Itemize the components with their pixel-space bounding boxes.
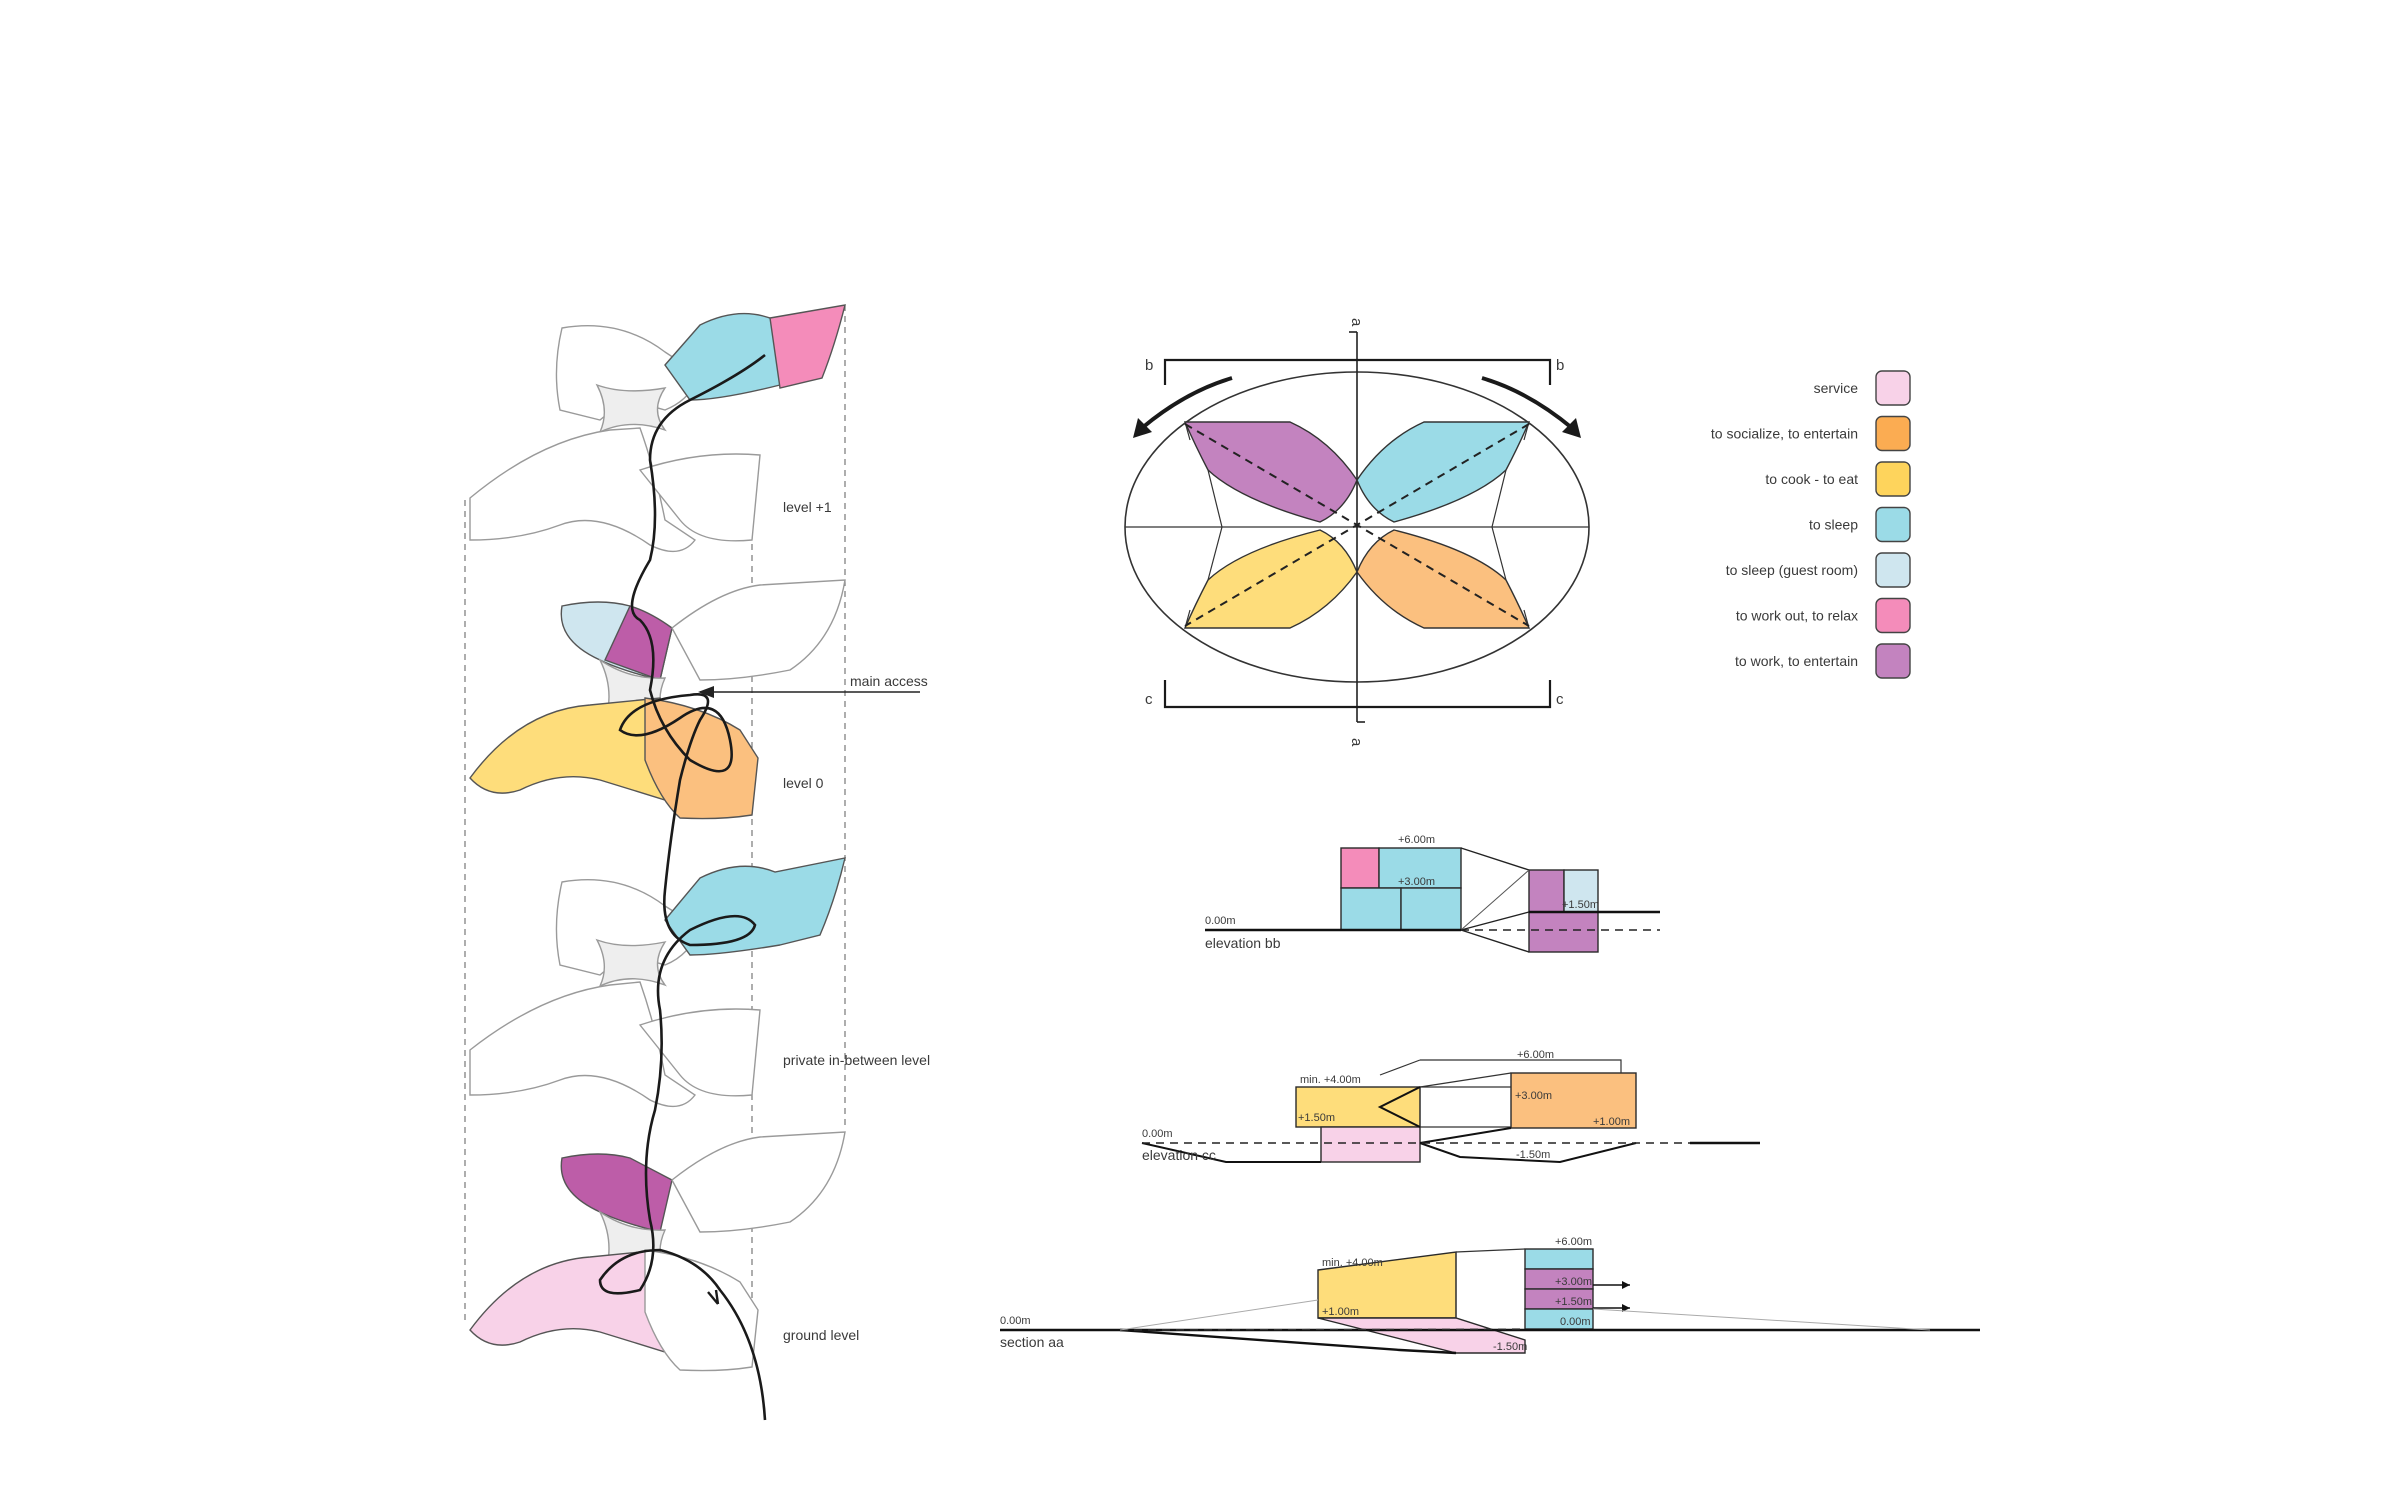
ground-label: 0.00m	[1142, 1128, 1173, 1140]
level-label: ground level	[783, 1327, 859, 1343]
plan-diagonal	[1184, 423, 1530, 627]
legend-swatch	[1875, 552, 1911, 588]
legend-label: service	[1814, 380, 1859, 396]
ground-label: 0.00m	[1205, 915, 1236, 927]
drawing-title: elevation bb	[1205, 935, 1281, 951]
section-c-mark-right: c	[1556, 691, 1564, 708]
height-label: +1.50m	[1555, 1296, 1592, 1308]
path-arrow-icon	[707, 1289, 720, 1305]
plan-zone-cook	[1183, 529, 1358, 629]
elevation-cc: min. +4.00m +6.00m +3.00m +1.50m +1.00m …	[1141, 1049, 1760, 1164]
arrowhead-icon	[698, 686, 714, 698]
section-b-mark-right: b	[1556, 357, 1564, 374]
section-aa: min. +4.00m +6.00m +3.00m +1.50m +1.00m …	[1000, 1236, 1980, 1355]
height-label: min. +4.00m	[1300, 1074, 1361, 1086]
section-b-bracket	[1163, 358, 1552, 385]
legend-swatch	[1875, 597, 1911, 634]
section-b-mark-left: b	[1145, 357, 1153, 374]
height-label: +6.00m	[1517, 1049, 1554, 1061]
arrowhead-icon	[1133, 418, 1152, 438]
elevation-bb: +6.00m +3.00m +1.50m 0.00m elevation bb	[1205, 834, 1660, 953]
legend-swatch	[1875, 370, 1911, 406]
section-a-mark-top: a	[1348, 318, 1365, 327]
level-plus1-plan	[469, 304, 846, 553]
legend-label: to cook - to eat	[1765, 471, 1858, 487]
legend-swatch	[1875, 643, 1911, 679]
arrowhead-icon	[1562, 418, 1581, 438]
height-label: -1.50m	[1516, 1149, 1550, 1161]
drawing-title: section aa	[1000, 1334, 1064, 1350]
level-label: private in-between level	[783, 1052, 930, 1068]
legend-swatch	[1875, 415, 1911, 452]
section-c-bracket	[1163, 680, 1552, 709]
main-access-label: main access	[850, 673, 928, 689]
rotation-arrow-left	[1140, 376, 1233, 430]
height-label: +6.00m	[1398, 834, 1435, 846]
height-label: +6.00m	[1555, 1236, 1592, 1248]
legend-label: to work, to entertain	[1735, 653, 1858, 669]
plan-zone-socialize	[1356, 529, 1531, 629]
legend: service to socialize, to entertain to cook…	[1711, 370, 1911, 679]
circulation-path	[598, 353, 767, 1421]
plan-zone-sleep	[1356, 421, 1531, 523]
height-label: -1.50m	[1493, 1341, 1527, 1353]
legend-label: to socialize, to entertain	[1711, 426, 1858, 442]
height-label: min. +4.00m	[1322, 1257, 1383, 1269]
height-label: +3.00m	[1515, 1090, 1552, 1102]
legend-label: to sleep	[1809, 517, 1858, 533]
height-label: +1.00m	[1322, 1306, 1359, 1318]
height-label: +3.00m	[1398, 876, 1435, 888]
floor-plan: a a b b c c	[1124, 318, 1590, 747]
height-label: +1.50m	[1562, 899, 1599, 911]
height-label: +3.00m	[1555, 1276, 1592, 1288]
plan-zone-work	[1183, 421, 1358, 523]
height-label: 0.00m	[1560, 1316, 1591, 1328]
legend-swatch	[1875, 506, 1911, 543]
legend-label: to sleep (guest room)	[1726, 562, 1858, 578]
axonometric-stack: main access level +1 level 0 private in-…	[464, 304, 930, 1421]
drawing-title: elevation cc	[1142, 1147, 1216, 1163]
legend-label: to work out, to relax	[1736, 608, 1858, 624]
section-c-mark-left: c	[1145, 691, 1153, 708]
ground-label: 0.00m	[1000, 1315, 1031, 1327]
level-label: level +1	[783, 499, 832, 515]
private-level-plan	[469, 857, 846, 1108]
legend-swatch	[1875, 461, 1911, 497]
rotation-arrow-right	[1481, 376, 1574, 430]
section-a-mark-bottom: a	[1348, 738, 1365, 747]
height-label: +1.00m	[1593, 1116, 1630, 1128]
level-label: level 0	[783, 775, 824, 791]
level-0-plan	[469, 579, 846, 820]
ground-level-plan	[469, 1131, 846, 1372]
height-label: +1.50m	[1298, 1112, 1335, 1124]
